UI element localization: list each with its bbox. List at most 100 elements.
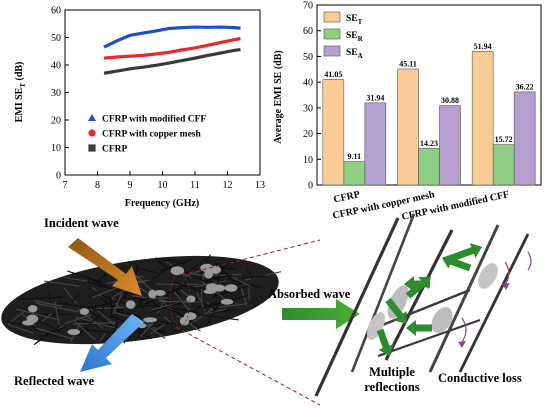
bar-y-tick-label: 70	[303, 1, 313, 12]
line-y-ticks: 0 10 20 30 40 50 60	[51, 6, 69, 182]
bar-category-label: CFRP	[333, 189, 361, 205]
fiber-strand	[40, 312, 53, 323]
fiber-strand	[94, 290, 118, 304]
fiber-strand	[16, 308, 58, 320]
line-legend: CFRP with modified CFF CFRP with copper m…	[88, 114, 206, 155]
line-series	[103, 25, 241, 75]
conductive-loss-arrows	[458, 251, 532, 348]
bar-1-1	[418, 148, 440, 186]
fiber-strand	[183, 266, 190, 280]
line-y-tick-label: 50	[51, 33, 61, 44]
fiber-strand	[96, 302, 107, 321]
fiber-strand	[39, 326, 66, 338]
bar-legend-swatch	[323, 45, 341, 57]
fiber-strand	[34, 300, 63, 307]
fiber-node	[125, 300, 136, 309]
fiber-strand	[232, 276, 251, 287]
line-y-tick-label: 60	[51, 6, 61, 17]
line-x-tick-label: 12	[223, 180, 233, 191]
fiber-strand	[7, 321, 39, 328]
fiber-node	[186, 295, 196, 303]
incident-wave-arrow	[68, 238, 142, 296]
fiber-strand	[99, 297, 122, 312]
fiber-strand	[143, 298, 160, 305]
fiber-node	[211, 284, 226, 292]
fiber-strand	[155, 257, 186, 265]
bar-legend-label: SER	[346, 31, 364, 43]
bar-chart: 0 10 20 30 40 50 60 70 41.05 9.11 31.94 45.11 14.23…	[273, 1, 542, 223]
fiber-strand	[188, 273, 208, 284]
fiber-strand	[33, 325, 60, 346]
zoom-line-top	[181, 239, 321, 276]
absorbed-wave-label: Absorbed wave	[268, 287, 351, 301]
bar-legend-label: SEA	[346, 48, 363, 60]
fiber-strand	[153, 304, 177, 313]
fiber-strand	[87, 277, 107, 288]
fiber-strand	[197, 313, 239, 321]
fiber-strand	[218, 303, 248, 308]
fiber-strand	[138, 319, 166, 339]
fiber-strand	[67, 270, 102, 283]
line-y-tick-label: 40	[51, 61, 61, 72]
bar-1-0	[397, 68, 419, 186]
fiber-strand	[241, 275, 266, 280]
fiber-strand	[149, 301, 182, 314]
fiber-strand	[73, 320, 96, 341]
fiber-strand	[217, 263, 221, 284]
line-x-tick-label: 7	[63, 180, 68, 191]
bar-legend: SET SER SEA	[323, 11, 364, 60]
bar-data-label: 9.11	[348, 152, 362, 161]
reflected-wave-arrow	[80, 314, 144, 372]
fiber-node	[153, 290, 166, 296]
fiber-mat-image	[1, 254, 282, 346]
bar-y-axis-label: Average EMI SE (dB)	[273, 50, 284, 143]
fiber-strand	[88, 310, 115, 328]
fiber-strand	[190, 308, 214, 325]
line-x-tick-label: 10	[158, 180, 168, 191]
fiber-strand	[97, 309, 115, 326]
fiber-strand	[248, 287, 250, 301]
line-x-tick-label: 13	[255, 180, 265, 191]
fiber-node	[224, 284, 238, 292]
legend-marker-square	[88, 144, 96, 152]
fiber-node	[210, 265, 221, 274]
line-y-tick-label: 0	[56, 171, 61, 182]
fiber-node	[22, 320, 35, 326]
bar-legend-swatch	[323, 11, 341, 23]
bar-data-label: 51.94	[474, 42, 492, 51]
fiber-node	[220, 298, 234, 305]
fiber-node	[27, 305, 38, 313]
fiber-strand	[208, 308, 226, 314]
fiber-strand	[203, 274, 232, 282]
fiber-strand	[7, 323, 34, 334]
bar-bars: 41.05 9.11 31.94 45.11 14.23 30.88 51.94 15.72 3…	[322, 42, 536, 186]
absorbed-wave-arrow	[282, 299, 360, 329]
line-chart: 0 10 20 30 40 50 60 7 8 9 10 11 12 13 Frequency (GHz…	[14, 6, 265, 210]
bar-y-tick-label: 50	[303, 52, 313, 63]
fiber-strand	[121, 297, 146, 300]
bar-data-label: 30.88	[441, 96, 459, 105]
fiber-node	[67, 329, 81, 336]
bar-0-1	[343, 161, 366, 186]
bar-y-tick-label: 20	[303, 129, 313, 140]
fiber-strand	[134, 266, 158, 274]
line-x-tick-label: 8	[95, 180, 100, 191]
line-y-tick-label: 20	[51, 116, 61, 127]
line-legend-label: CFRP with modified CFF	[102, 115, 206, 125]
fiber-strand	[202, 300, 218, 309]
fiber-strand	[73, 322, 116, 325]
line-legend-label: CFRP	[102, 145, 128, 155]
line-x-tick-label: 11	[190, 180, 200, 191]
fiber-strand	[150, 323, 166, 335]
fiber-strand	[172, 290, 191, 313]
shielding-illustration: Incident wave Reflected wave Absorbed wa…	[1, 213, 532, 406]
bar-2-0	[471, 51, 494, 186]
fiber-strand	[35, 302, 78, 313]
bar-y-tick-label: 40	[303, 78, 313, 89]
fiber-strand	[156, 319, 183, 327]
legend-marker-circle	[88, 129, 96, 137]
fiber-strand	[18, 296, 64, 300]
line-x-ticks: 7 8 9 10 11 12 13	[63, 171, 265, 191]
fiber-node	[204, 270, 213, 279]
